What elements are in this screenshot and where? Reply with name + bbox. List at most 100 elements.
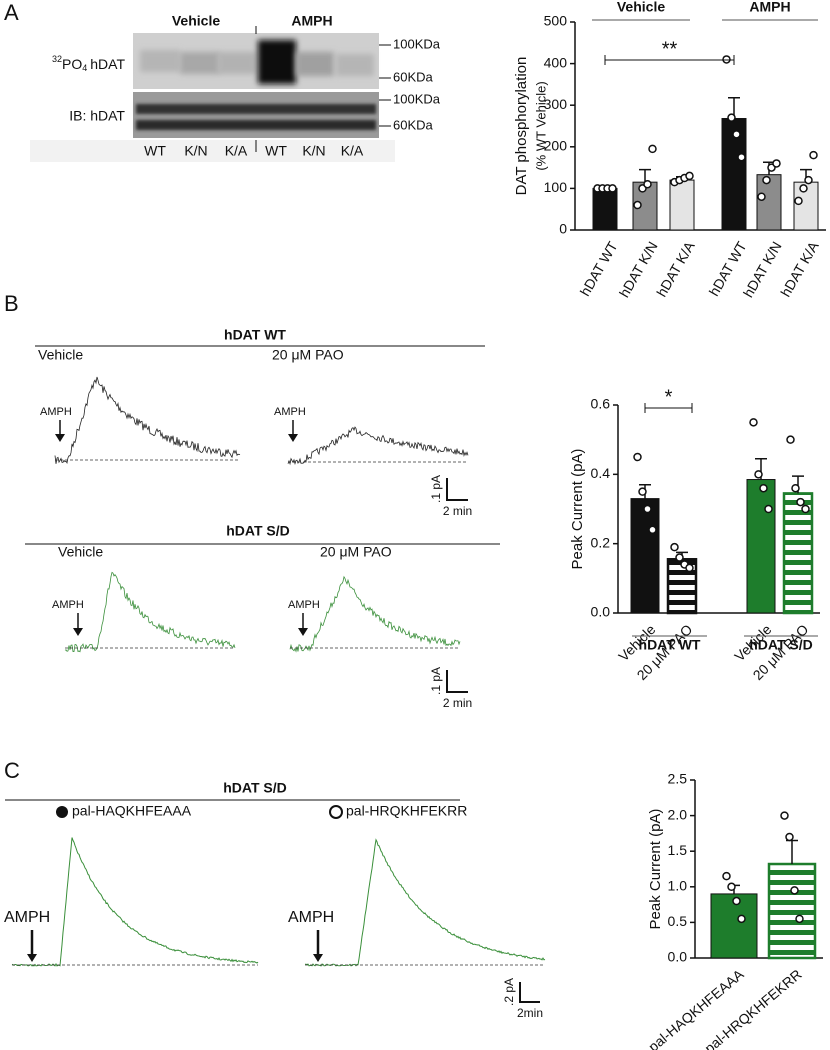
arrow-head <box>298 628 308 636</box>
band <box>136 104 376 114</box>
bar-charts: 0 100 200 300 400 500 DAT phosphorylation (% WT… <box>513 0 826 1050</box>
bar <box>630 498 660 614</box>
data-point <box>727 882 736 892</box>
band <box>336 54 374 76</box>
data-point <box>791 483 800 493</box>
subscript: 4 <box>82 63 87 73</box>
data-point <box>799 184 808 193</box>
data-point <box>809 150 818 160</box>
y-tick-label: 2.0 <box>668 806 688 822</box>
bar <box>767 862 817 960</box>
data-point <box>780 811 789 820</box>
stimulus-label: AMPH <box>52 599 84 611</box>
condition-label: pal-HRQKHFEKRR <box>346 803 467 819</box>
trace <box>54 376 241 465</box>
data-point <box>785 832 794 842</box>
data-point <box>737 152 746 162</box>
x-tick-label: pal-HRQKHFEKRR <box>701 966 804 1050</box>
data-point <box>685 563 694 573</box>
blot-row <box>133 92 379 138</box>
scale-label: .1 pA <box>429 667 443 695</box>
significance-label: * <box>665 386 673 408</box>
arrow-head <box>73 628 83 636</box>
mw-markers: 100KDa 60KDa 100KDa 60KDa <box>379 36 441 132</box>
group-label: Vehicle <box>617 0 665 15</box>
y-tick-label: 100 <box>544 179 568 195</box>
lane-label: WT <box>265 143 287 159</box>
protein: hDAT <box>90 56 125 72</box>
error-bar <box>786 839 798 865</box>
y-tick-label: 500 <box>544 13 568 29</box>
blot-row-label: IB: hDAT <box>69 108 125 124</box>
data-point <box>749 418 758 427</box>
data-point <box>790 886 799 895</box>
group-label: AMPH <box>749 0 790 15</box>
scale-label: .2 pA <box>502 978 516 1006</box>
legend-dot <box>56 806 68 818</box>
superscript: 32 <box>52 54 62 64</box>
condition-label: pal-HAQKHFEAAA <box>72 803 192 819</box>
band <box>218 52 256 74</box>
y-axis-label: (% WT Vehicle) <box>533 81 548 170</box>
lane-label: K/N <box>302 143 325 159</box>
data-point <box>648 144 657 154</box>
y-tick-label: 0.5 <box>668 913 688 929</box>
lane-label: WT <box>144 143 166 159</box>
data-point <box>754 470 763 479</box>
blot-group: AMPH <box>291 13 332 29</box>
y-tick-label: 0.0 <box>591 604 611 620</box>
scale-label: .1 pA <box>429 475 443 503</box>
bar <box>592 187 618 231</box>
data-point <box>608 184 617 193</box>
data-point <box>804 175 813 185</box>
y-tick-label: 1.5 <box>668 842 688 858</box>
arrow-head <box>313 954 323 962</box>
data-point <box>722 871 731 881</box>
stimulus-label: AMPH <box>40 406 72 418</box>
arrow-head <box>288 434 298 442</box>
marker-label: 60KDa <box>393 69 434 84</box>
scale-bar <box>446 478 468 501</box>
band <box>296 52 334 76</box>
lane-labels: WT K/N K/A WT K/N K/A <box>144 143 364 159</box>
y-tick-label: 0.6 <box>591 396 611 412</box>
y-axis-label: DAT phosphorylation <box>513 57 530 196</box>
significance-bracket <box>604 55 735 65</box>
significance-label: ** <box>662 38 678 60</box>
stimulus-label: AMPH <box>288 599 320 611</box>
significance-bracket <box>644 403 693 413</box>
western-blot: Vehicle AMPH 32PO4 hDAT IB: hDAT WT K/N K/A… <box>30 13 441 162</box>
stimulus-label: AMPH <box>288 909 334 926</box>
data-point <box>759 483 768 493</box>
band <box>180 52 220 74</box>
condition-label: 20 μM PAO <box>320 544 392 560</box>
trace <box>289 575 461 653</box>
error-bar <box>639 168 651 183</box>
scale-bar <box>519 982 540 1003</box>
trace <box>304 838 546 967</box>
data-point <box>648 525 657 535</box>
data-point <box>762 175 771 185</box>
y-tick-label: 200 <box>544 138 568 154</box>
bar <box>756 174 782 231</box>
data-point <box>643 504 652 514</box>
data-point <box>732 130 741 139</box>
y-tick-label: 0.4 <box>591 465 611 481</box>
y-tick-label: 0.2 <box>591 534 611 550</box>
y-tick-label: 0 <box>559 221 567 237</box>
data-point <box>732 896 741 906</box>
data-point <box>757 192 766 201</box>
panel-label: B <box>4 291 19 316</box>
lane-label: K/N <box>184 143 207 159</box>
scale-label: 2 min <box>443 504 472 518</box>
data-point <box>764 504 773 514</box>
data-point <box>772 159 781 168</box>
y-axis-label: Peak Current (pA) <box>647 809 664 930</box>
element: PO <box>62 56 82 72</box>
trace-title: hDAT WT <box>224 327 286 343</box>
trace <box>287 426 469 466</box>
data-point <box>795 914 804 924</box>
group-label: hDAT WT <box>639 637 701 653</box>
